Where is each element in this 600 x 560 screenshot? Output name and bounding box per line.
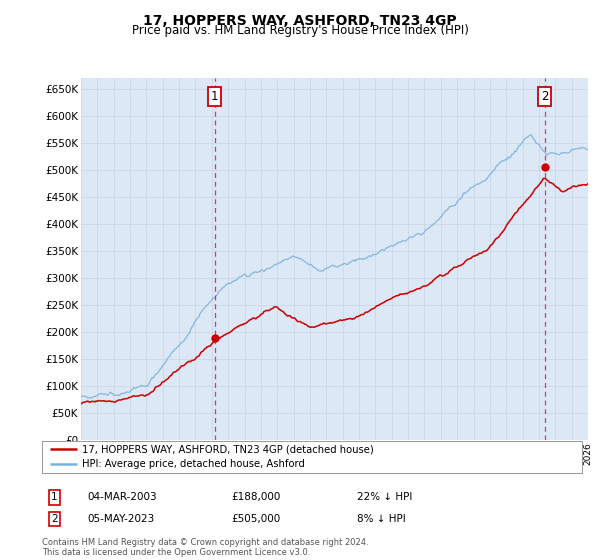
Text: 8% ↓ HPI: 8% ↓ HPI — [357, 514, 406, 524]
Text: 1: 1 — [51, 492, 58, 502]
Text: 22% ↓ HPI: 22% ↓ HPI — [357, 492, 412, 502]
Text: £188,000: £188,000 — [231, 492, 280, 502]
Text: Contains HM Land Registry data © Crown copyright and database right 2024.
This d: Contains HM Land Registry data © Crown c… — [42, 538, 368, 557]
Text: 17, HOPPERS WAY, ASHFORD, TN23 4GP: 17, HOPPERS WAY, ASHFORD, TN23 4GP — [143, 14, 457, 28]
Text: 17, HOPPERS WAY, ASHFORD, TN23 4GP (detached house): 17, HOPPERS WAY, ASHFORD, TN23 4GP (deta… — [83, 445, 374, 455]
Text: Price paid vs. HM Land Registry's House Price Index (HPI): Price paid vs. HM Land Registry's House … — [131, 24, 469, 37]
Text: £505,000: £505,000 — [231, 514, 280, 524]
Text: 1: 1 — [211, 90, 218, 103]
Text: 04-MAR-2003: 04-MAR-2003 — [87, 492, 157, 502]
Text: HPI: Average price, detached house, Ashford: HPI: Average price, detached house, Ashf… — [83, 459, 305, 469]
Text: 2: 2 — [51, 514, 58, 524]
Text: 05-MAY-2023: 05-MAY-2023 — [87, 514, 154, 524]
Text: 2: 2 — [541, 90, 548, 103]
